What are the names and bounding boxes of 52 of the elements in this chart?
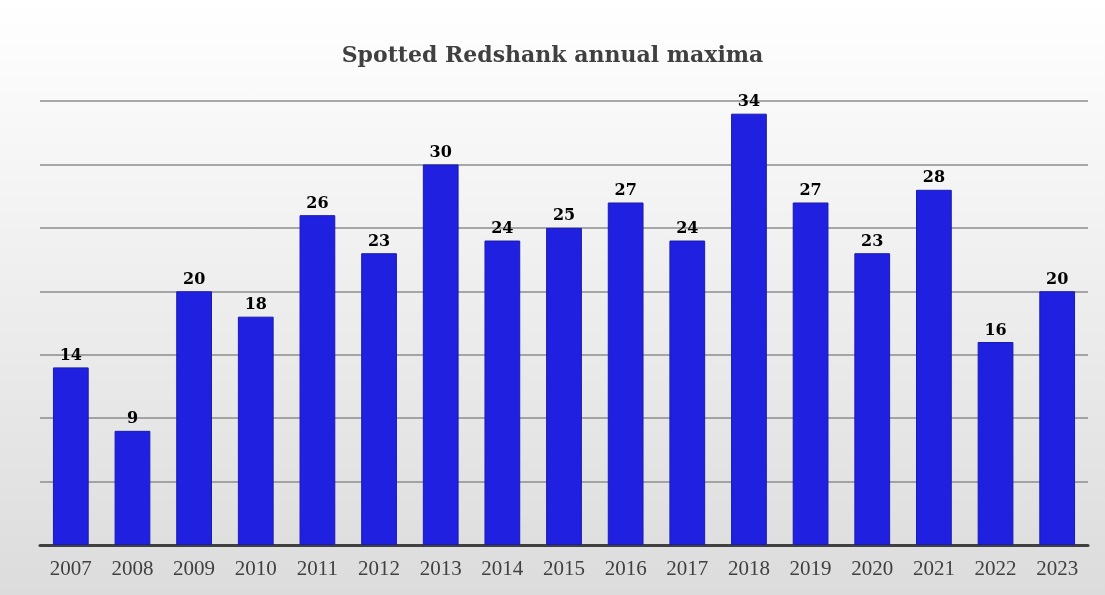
x-tick-label: 2016 <box>604 555 647 580</box>
bar <box>52 367 89 545</box>
bar <box>299 215 336 545</box>
data-label: 23 <box>367 230 391 250</box>
x-tick-label: 2015 <box>543 555 585 580</box>
data-label: 34 <box>737 91 761 111</box>
bar <box>237 316 274 545</box>
data-label: 27 <box>799 179 822 199</box>
bar <box>731 113 767 545</box>
x-tick-label: 2022 <box>974 555 1017 580</box>
bar <box>546 227 582 545</box>
x-tick-label: 2011 <box>296 555 339 580</box>
data-label: 9 <box>126 408 139 428</box>
bar <box>422 164 459 545</box>
x-tick-label: 2019 <box>789 555 832 580</box>
bar <box>484 240 521 545</box>
bar <box>854 253 891 545</box>
bar <box>1039 291 1076 545</box>
data-label: 16 <box>984 319 1007 339</box>
bar <box>916 189 952 545</box>
x-tick-label: 2017 <box>666 555 709 580</box>
bar <box>176 291 212 545</box>
x-tick-label: 2014 <box>481 555 524 580</box>
data-label: 20 <box>1046 268 1069 288</box>
data-label: 25 <box>552 205 576 225</box>
bar <box>114 430 151 545</box>
bar <box>977 342 1014 545</box>
bar <box>361 253 397 545</box>
x-tick-label: 2012 <box>358 555 401 580</box>
bar <box>792 202 829 545</box>
data-label: 20 <box>182 268 206 288</box>
x-tick-label: 2008 <box>111 555 154 580</box>
data-label: 24 <box>676 218 699 238</box>
x-tick-label: 2018 <box>727 555 770 580</box>
x-tick-label: 2020 <box>851 555 894 580</box>
data-label: 26 <box>306 192 329 212</box>
data-label: 30 <box>429 141 452 161</box>
x-tick-label: 2009 <box>173 555 216 580</box>
data-label: 24 <box>491 218 514 238</box>
data-label: 27 <box>614 179 637 199</box>
x-tick-label: 2007 <box>49 555 92 580</box>
chart-title: Spotted Redshank annual maxima <box>341 41 764 67</box>
data-label: 28 <box>922 167 946 187</box>
data-label: 18 <box>244 294 267 314</box>
x-tick-label: 2010 <box>234 555 277 580</box>
data-label: 14 <box>59 344 82 364</box>
x-tick-label: 2013 <box>419 555 462 580</box>
bar <box>669 240 706 545</box>
data-label: 23 <box>861 230 884 250</box>
bar <box>607 202 644 545</box>
x-tick-label: 2023 <box>1036 555 1079 580</box>
x-tick-label: 2021 <box>912 555 955 580</box>
